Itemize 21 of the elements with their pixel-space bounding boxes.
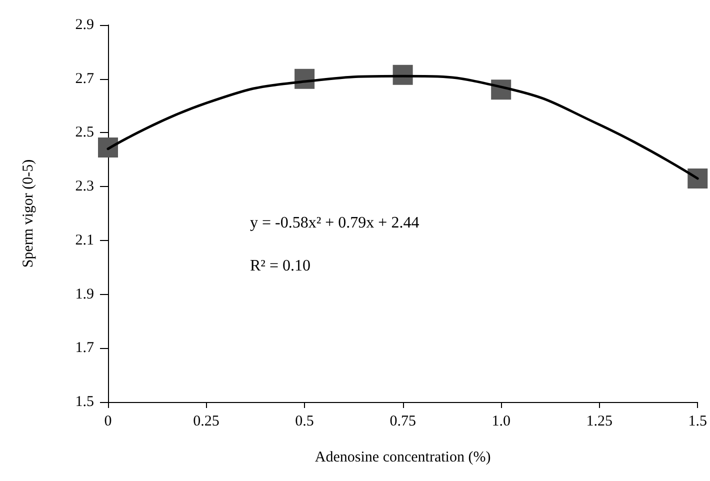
- x-tick-label: 1.0: [492, 414, 510, 430]
- y-axis-title: Sperm vigor (0-5): [20, 159, 36, 268]
- y-tick-label: 2.7: [75, 70, 94, 87]
- x-tick-label: 0.5: [295, 414, 314, 430]
- x-tick-label: 1.5: [688, 414, 707, 430]
- x-tick-label: 0.25: [193, 414, 220, 430]
- annotation: R² = 0.10: [250, 258, 310, 274]
- x-tick-label: 0.75: [390, 414, 416, 430]
- annotation: y = -0.58x² + 0.79x + 2.44: [250, 214, 420, 232]
- x-axis-title: Adenosine concentration (%): [314, 450, 491, 466]
- y-tick-label: 2.5: [75, 124, 94, 141]
- x-tick-label: 0: [104, 414, 112, 430]
- y-tick-label: 2.3: [75, 178, 94, 195]
- y-tick-label: 2.9: [75, 17, 94, 33]
- y-tick-label: 1.5: [75, 394, 94, 410]
- point: [98, 138, 118, 158]
- point: [688, 168, 708, 188]
- y-tick-label: 1.7: [75, 340, 94, 356]
- x-tick-label: 1.25: [586, 414, 612, 430]
- y-tick-label: 2.1: [75, 232, 94, 248]
- y-tick-label: 1.9: [75, 286, 94, 302]
